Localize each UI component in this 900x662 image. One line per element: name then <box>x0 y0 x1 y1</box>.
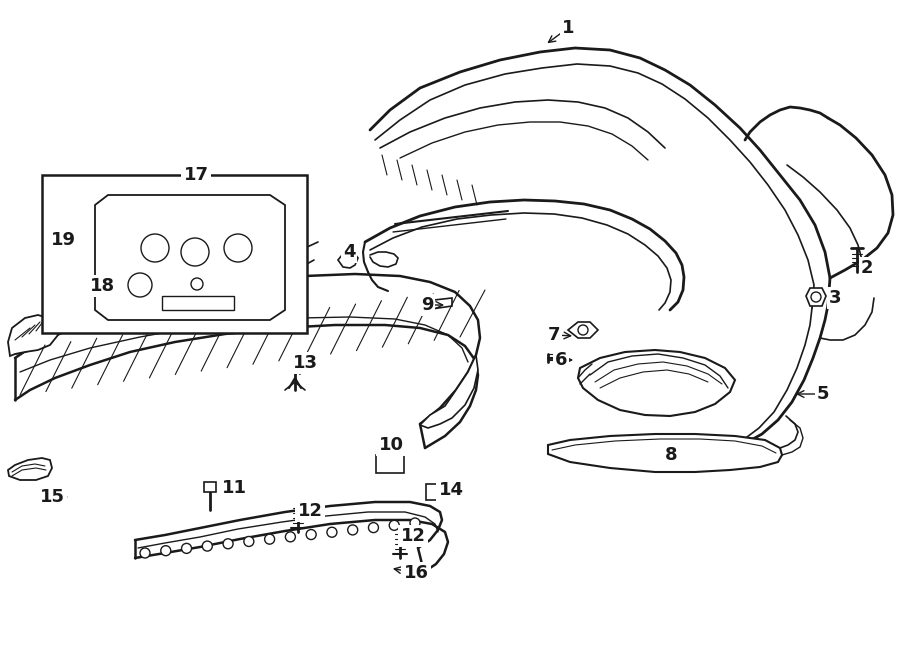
Polygon shape <box>548 434 782 472</box>
Circle shape <box>306 530 316 540</box>
Circle shape <box>182 544 192 553</box>
Circle shape <box>202 541 212 551</box>
Circle shape <box>140 548 150 558</box>
Text: 14: 14 <box>438 481 464 499</box>
Text: 10: 10 <box>379 436 403 454</box>
Text: 8: 8 <box>665 446 678 464</box>
Bar <box>376 455 404 473</box>
Polygon shape <box>95 195 285 320</box>
Polygon shape <box>8 315 58 356</box>
Circle shape <box>181 238 209 266</box>
Text: 2: 2 <box>860 259 873 277</box>
Bar <box>204 482 216 492</box>
Text: 13: 13 <box>292 354 318 372</box>
Polygon shape <box>8 458 52 480</box>
Polygon shape <box>568 322 598 338</box>
Text: 11: 11 <box>221 479 247 497</box>
Text: 12: 12 <box>298 502 322 520</box>
Text: 17: 17 <box>184 166 209 184</box>
Text: 6: 6 <box>554 351 567 369</box>
Circle shape <box>244 536 254 546</box>
Bar <box>426 484 454 500</box>
Circle shape <box>410 518 420 528</box>
Circle shape <box>811 292 821 302</box>
Circle shape <box>327 527 337 538</box>
Polygon shape <box>806 288 826 306</box>
Text: 9: 9 <box>421 296 433 314</box>
Polygon shape <box>578 350 735 416</box>
Circle shape <box>161 545 171 555</box>
Bar <box>162 296 234 310</box>
Text: 19: 19 <box>50 231 76 249</box>
Circle shape <box>223 539 233 549</box>
Polygon shape <box>425 298 452 310</box>
Circle shape <box>128 273 152 297</box>
Text: 1: 1 <box>562 19 574 37</box>
Polygon shape <box>420 355 478 428</box>
Circle shape <box>368 522 379 533</box>
Circle shape <box>347 525 357 535</box>
Text: 5: 5 <box>817 385 829 403</box>
Text: 12: 12 <box>400 527 426 545</box>
Text: 18: 18 <box>90 277 115 295</box>
Circle shape <box>578 325 588 335</box>
Bar <box>42 175 307 333</box>
Text: 3: 3 <box>829 289 842 307</box>
Text: 7: 7 <box>548 326 560 344</box>
Text: 15: 15 <box>40 488 65 506</box>
Circle shape <box>389 520 400 530</box>
Circle shape <box>285 532 295 542</box>
Text: 16: 16 <box>403 564 428 582</box>
Circle shape <box>224 234 252 262</box>
Circle shape <box>265 534 274 544</box>
Circle shape <box>191 278 203 290</box>
Text: 4: 4 <box>343 243 356 261</box>
Circle shape <box>141 234 169 262</box>
Polygon shape <box>338 252 358 268</box>
Polygon shape <box>15 322 52 354</box>
